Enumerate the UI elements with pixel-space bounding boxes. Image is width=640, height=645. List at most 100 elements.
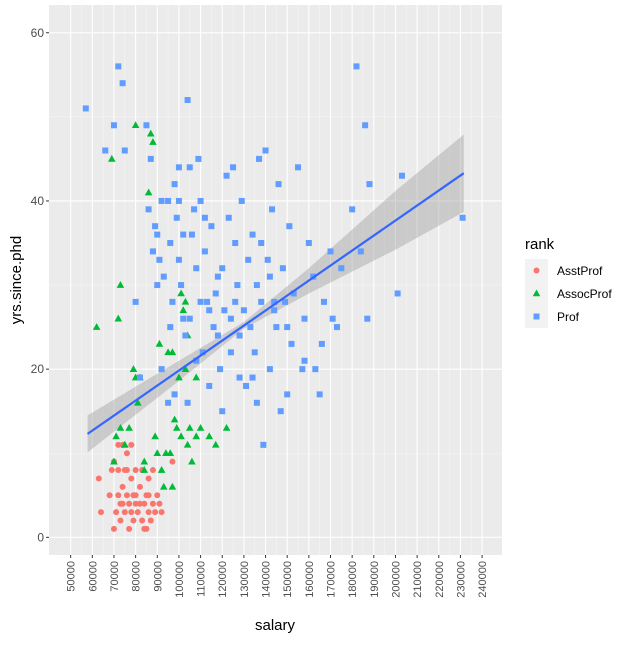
point-assocprof [133, 398, 142, 406]
point-prof [227, 315, 234, 322]
point-prof [459, 214, 466, 221]
point-prof [195, 155, 202, 162]
point-assocprof [144, 188, 153, 196]
data-points [82, 63, 466, 532]
point-assocprof [181, 365, 190, 372]
point-assocprof [222, 424, 231, 431]
point-prof [290, 290, 297, 297]
point-prof [271, 307, 278, 314]
point-prof [197, 197, 204, 204]
point-prof [271, 298, 278, 305]
point-assocprof [92, 323, 101, 330]
point-assocprof [188, 457, 196, 465]
point-prof [184, 97, 191, 104]
point-asstprof [123, 467, 130, 474]
x-tick-label: 230000 [455, 561, 467, 598]
point-prof [236, 374, 243, 381]
point-prof [212, 290, 219, 297]
point-asstprof [121, 509, 128, 516]
point-assocprof [140, 466, 149, 473]
point-asstprof [128, 509, 135, 516]
point-prof [243, 382, 250, 389]
x-tick-label: 150000 [282, 561, 294, 598]
point-prof [145, 206, 152, 213]
point-prof [208, 223, 215, 230]
point-asstprof [132, 467, 139, 474]
x-tick-label: 90000 [152, 561, 164, 592]
point-asstprof [115, 441, 122, 448]
point-prof [186, 315, 193, 322]
point-prof [206, 307, 213, 314]
x-tick-label: 160000 [304, 561, 316, 598]
y-axis-label: yrs.since.phd [8, 236, 25, 324]
point-prof [227, 349, 234, 356]
point-prof [357, 248, 364, 255]
point-prof [269, 206, 276, 213]
point-assocprof [196, 424, 205, 431]
x-axis-label: salary [255, 617, 296, 634]
point-prof [119, 80, 126, 87]
point-prof [251, 349, 258, 356]
point-prof [175, 256, 182, 263]
point-prof [305, 239, 312, 246]
point-asstprof [130, 517, 137, 524]
point-prof [318, 340, 325, 347]
legend-symbol-assocprof [532, 289, 541, 297]
point-prof [191, 206, 198, 213]
point-asstprof [115, 467, 122, 474]
point-prof [167, 324, 174, 331]
point-prof [249, 231, 256, 238]
regression-line [86, 172, 465, 435]
point-asstprof [132, 500, 139, 507]
point-asstprof [126, 500, 133, 507]
point-prof [312, 366, 319, 373]
x-tick-label: 70000 [109, 561, 121, 592]
point-asstprof [147, 517, 154, 524]
point-prof [338, 265, 345, 272]
point-asstprof [123, 450, 130, 457]
point-prof [154, 231, 161, 238]
point-asstprof [169, 458, 176, 465]
x-tick-label: 50000 [66, 561, 78, 592]
point-asstprof [145, 475, 152, 482]
y-tick-label: 40 [31, 194, 45, 208]
point-prof [282, 298, 289, 305]
point-assocprof [125, 424, 133, 431]
point-asstprof [123, 492, 130, 499]
point-asstprof [108, 467, 115, 474]
x-tick-label: 170000 [326, 561, 338, 598]
point-asstprof [119, 483, 126, 490]
y-tick-label: 60 [31, 26, 45, 40]
point-prof [353, 63, 360, 70]
point-prof [333, 324, 340, 331]
legend-title: rank [525, 236, 555, 253]
point-prof [329, 315, 336, 322]
point-assocprof [116, 424, 125, 431]
point-assocprof [120, 440, 129, 448]
point-asstprof [128, 441, 135, 448]
point-assocprof [116, 281, 125, 288]
point-prof [175, 164, 182, 171]
point-prof [143, 122, 150, 129]
point-prof [275, 181, 282, 188]
y-tick-label: 20 [31, 362, 45, 376]
point-prof [102, 147, 109, 154]
point-assocprof [114, 314, 123, 322]
point-assocprof [192, 373, 201, 381]
point-prof [301, 357, 308, 364]
point-prof [219, 265, 226, 272]
point-prof [149, 248, 156, 255]
x-tick-label: 200000 [390, 561, 402, 598]
point-prof [234, 282, 241, 289]
point-asstprof [128, 475, 135, 482]
x-tick-label: 190000 [369, 561, 381, 598]
legend: rank AsstProf AssocProf Prof [525, 236, 612, 328]
y-tick-label: 0 [37, 530, 44, 544]
point-prof [262, 147, 269, 154]
point-asstprof [141, 500, 148, 507]
point-prof [186, 164, 193, 171]
point-asstprof [117, 517, 124, 524]
point-prof [232, 298, 239, 305]
point-asstprof [136, 500, 143, 507]
legend-symbol-asstprof [533, 267, 540, 274]
